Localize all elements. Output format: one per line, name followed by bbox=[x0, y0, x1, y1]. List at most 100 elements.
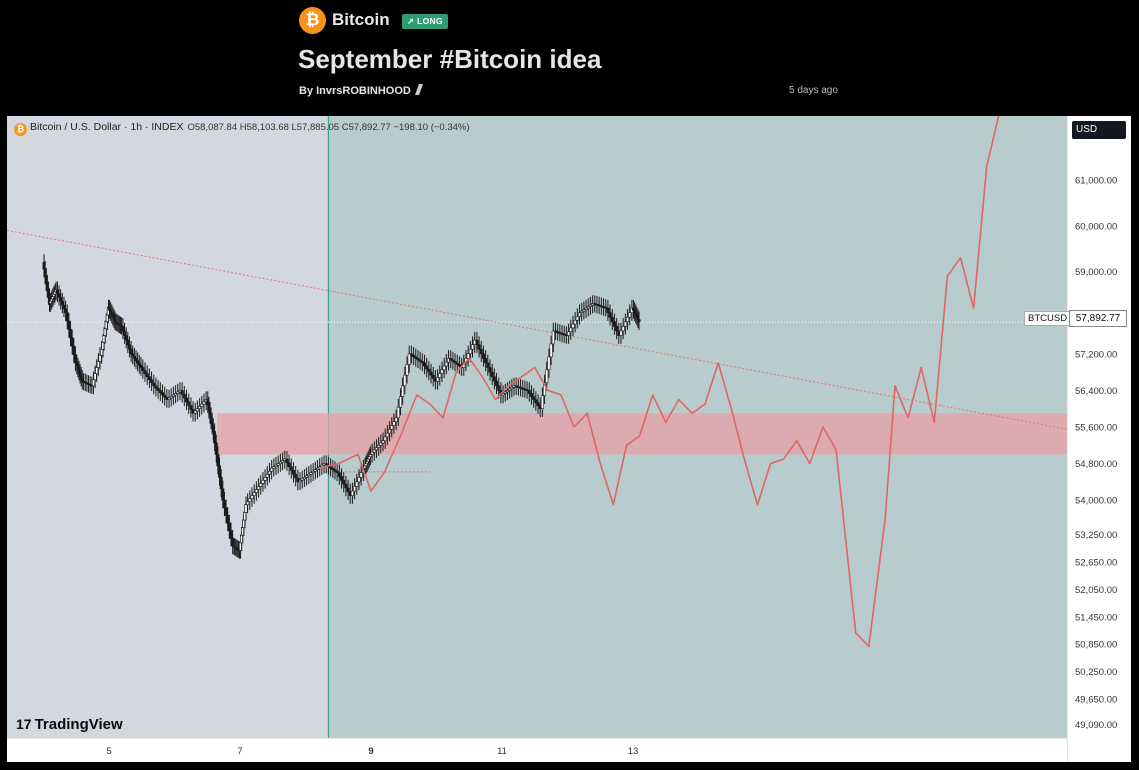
y-tick-label: 53,250.00 bbox=[1075, 530, 1117, 541]
candle-body bbox=[219, 477, 223, 490]
projection-line bbox=[318, 116, 1000, 648]
candle-body bbox=[468, 348, 472, 355]
candle-body bbox=[193, 410, 197, 414]
candle-body bbox=[342, 480, 346, 485]
candle-body bbox=[160, 392, 164, 396]
tradingview-logo[interactable]: 17 TradingView bbox=[16, 716, 123, 733]
candle-body bbox=[418, 359, 422, 362]
candle-body bbox=[475, 339, 479, 345]
candle-body bbox=[131, 353, 135, 357]
candle-body bbox=[346, 487, 350, 493]
candle-body bbox=[211, 425, 215, 432]
candle-body bbox=[571, 323, 575, 329]
candle-body bbox=[200, 403, 204, 407]
candle-body bbox=[302, 477, 306, 480]
candle-body bbox=[586, 306, 590, 309]
candle-body bbox=[372, 449, 376, 453]
candle-body bbox=[296, 477, 300, 483]
candle-body bbox=[490, 371, 494, 377]
candle-body bbox=[169, 396, 173, 399]
candle-body bbox=[575, 316, 579, 321]
candle-body bbox=[429, 371, 433, 376]
candle-body bbox=[390, 425, 394, 430]
currency-label[interactable]: USD bbox=[1072, 121, 1126, 139]
candle-body bbox=[534, 399, 538, 403]
candle-body bbox=[156, 387, 160, 391]
y-tick-label: 59,000.00 bbox=[1075, 267, 1117, 278]
candle-body bbox=[294, 473, 298, 479]
candle-body bbox=[80, 377, 84, 382]
candle-body bbox=[510, 387, 514, 390]
candle-body bbox=[163, 394, 167, 398]
candle-body bbox=[405, 364, 409, 376]
chart-svg[interactable]: 62,000.0061,000.0060,000.0059,000.0057,2… bbox=[7, 116, 1131, 762]
candle-body bbox=[582, 309, 586, 312]
candle-body bbox=[150, 379, 154, 384]
candle-body bbox=[167, 397, 171, 400]
candle-body bbox=[442, 365, 446, 371]
candle-body bbox=[335, 470, 339, 474]
candle-body bbox=[91, 379, 95, 387]
author-line[interactable]: By InvrsROBINHOOD bbox=[299, 84, 423, 97]
x-tick-label: 7 bbox=[237, 746, 242, 757]
candle-body bbox=[267, 470, 271, 475]
candle-body bbox=[573, 319, 577, 325]
candle-body bbox=[453, 361, 457, 364]
candle-body bbox=[73, 354, 77, 364]
candle-body bbox=[551, 330, 555, 345]
candle-body bbox=[64, 308, 68, 313]
candle-body bbox=[198, 406, 202, 410]
candle-body bbox=[189, 405, 193, 410]
symbol-name[interactable]: Bitcoin bbox=[332, 10, 390, 29]
candle-body bbox=[98, 355, 102, 362]
candle-body bbox=[567, 331, 571, 336]
candle-body bbox=[226, 515, 230, 524]
candle-body bbox=[368, 454, 372, 458]
bitcoin-icon[interactable]: ₿ bbox=[299, 7, 326, 34]
candle-body bbox=[495, 380, 499, 387]
candle-body bbox=[527, 390, 531, 394]
author-name[interactable]: By InvrsROBINHOOD bbox=[299, 85, 411, 97]
y-tick-label: 54,000.00 bbox=[1075, 496, 1117, 507]
candle-body bbox=[383, 436, 387, 442]
candle-body bbox=[412, 355, 416, 358]
bitcoin-mini-icon: ₿ bbox=[14, 123, 27, 136]
candle-body bbox=[608, 312, 612, 318]
y-tick-label: 52,050.00 bbox=[1075, 585, 1117, 596]
candle-body bbox=[359, 472, 363, 478]
candle-body bbox=[123, 330, 127, 336]
y-tick-label: 56,400.00 bbox=[1075, 386, 1117, 397]
candle-body bbox=[407, 353, 411, 365]
candle-body bbox=[484, 358, 488, 364]
candle-body bbox=[261, 480, 265, 484]
candle-body bbox=[333, 469, 337, 472]
candle-body bbox=[93, 373, 97, 381]
candle-body bbox=[187, 401, 191, 406]
candle-body bbox=[67, 320, 71, 330]
candle-body bbox=[137, 362, 141, 366]
candle-body bbox=[578, 312, 582, 317]
y-tick-label: 52,650.00 bbox=[1075, 557, 1117, 568]
candle-body bbox=[508, 388, 512, 391]
candle-body bbox=[213, 431, 217, 444]
candle-body bbox=[132, 355, 136, 359]
y-tick-label: 60,000.00 bbox=[1075, 221, 1117, 232]
chart-frame[interactable]: 62,000.0061,000.0060,000.0059,000.0057,2… bbox=[7, 116, 1131, 762]
candle-body bbox=[497, 385, 501, 391]
y-tick-label: 54,800.00 bbox=[1075, 459, 1117, 470]
candle-body bbox=[158, 390, 162, 393]
candle-body bbox=[350, 490, 354, 496]
legend-symbol: Bitcoin / U.S. Dollar · 1h · INDEX bbox=[30, 121, 184, 133]
candle-body bbox=[621, 326, 625, 332]
candle-body bbox=[222, 499, 226, 509]
candle-body bbox=[70, 337, 74, 347]
candle-body bbox=[171, 394, 175, 397]
candle-body bbox=[440, 369, 444, 374]
candle-body bbox=[422, 362, 426, 367]
candle-body bbox=[416, 358, 420, 361]
y-tick-label: 61,000.00 bbox=[1075, 176, 1117, 187]
candle-body bbox=[503, 391, 507, 394]
support-zone bbox=[217, 413, 1067, 455]
candle-body bbox=[466, 353, 470, 359]
candle-body bbox=[185, 397, 189, 403]
